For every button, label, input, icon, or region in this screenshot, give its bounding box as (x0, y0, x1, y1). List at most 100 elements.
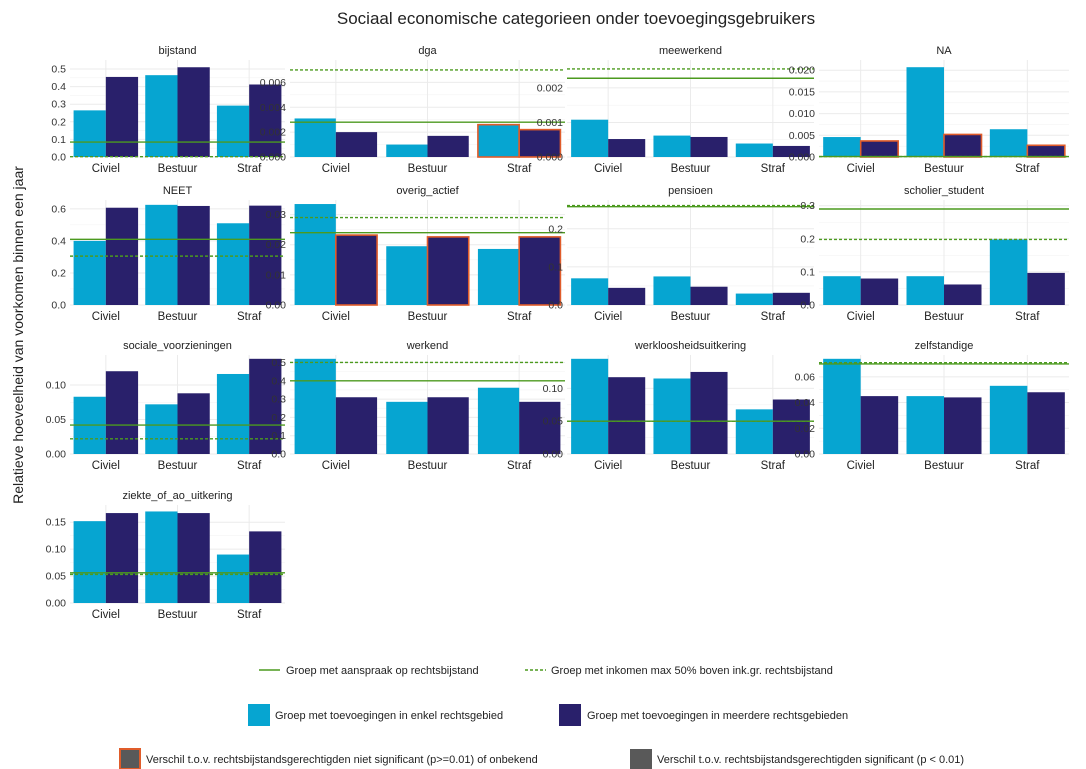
legend-single-label: Groep met toevoegingen in enkel rechtsge… (275, 710, 503, 722)
y-tick-label: 0.05 (543, 416, 564, 428)
legend-not-significant-swatch (119, 748, 141, 769)
bar-single-straf (989, 385, 1028, 454)
bar-single-bestuur (906, 276, 944, 305)
x-tick-label: Civiel (847, 163, 875, 175)
x-tick-label: Civiel (92, 163, 120, 175)
y-tick-label: 0.1 (51, 134, 66, 146)
x-tick-label: Civiel (594, 460, 622, 472)
x-tick-label: Civiel (594, 311, 622, 323)
x-tick-label: Bestuur (408, 311, 448, 323)
y-tick-label: 0.002 (537, 82, 563, 94)
bar-single-straf (216, 105, 250, 157)
bar-single-straf (735, 293, 773, 305)
panel-bijstand: bijstand 0.0 0.1 0.2 0.3 0.4 0.5 Civiel Bestuur S… (51, 45, 285, 175)
y-tick-label: 0.020 (789, 65, 815, 77)
y-tick-label: 0.005 (789, 130, 815, 142)
x-tick-label: Straf (237, 311, 262, 323)
legend-groups: Groep met toevoegingen in enkel rechtsge… (248, 704, 848, 726)
panel-sociale_voorzieningen: sociale_voorzieningen 0.00 0.05 0.10 Civiel B… (46, 340, 285, 472)
legend-multiple-label: Groep met toevoegingen in meerdere recht… (587, 710, 848, 722)
y-tick-label: 0.05 (46, 414, 67, 426)
x-tick-label: Bestuur (924, 460, 964, 472)
panel-overig_actief: overig_actief 0.00 0.01 0.02 0.03 Civiel Bestu… (266, 185, 565, 323)
legend-multiple-swatch (559, 704, 581, 726)
y-tick-label: 0.4 (271, 375, 286, 387)
bar-single-civiel (823, 358, 861, 454)
x-tick-label: Civiel (322, 311, 350, 323)
bar-single-straf (989, 129, 1028, 157)
panel-NEET: NEET 0.0 0.2 0.4 0.6 Civiel Bestuur Straf (51, 185, 285, 323)
y-tick-label: 0.00 (266, 300, 287, 312)
x-tick-label: Civiel (92, 460, 120, 472)
bar-single-civiel (73, 110, 106, 157)
panel-meewerkend: meewerkend 0.000 0.001 0.002 Civiel Bestuur St… (537, 45, 814, 175)
bar-multiple-bestuur (944, 284, 982, 305)
panel-title: sociale_voorzieningen (123, 340, 232, 352)
bar-multiple-straf (1026, 144, 1066, 158)
bar-multiple-civiel (860, 278, 899, 305)
y-tick-label: 0.2 (51, 116, 66, 128)
bar-multiple-bestuur (427, 397, 469, 454)
bar-multiple-civiel (859, 140, 899, 158)
y-tick-label: 0.2 (51, 267, 66, 279)
x-tick-label: Bestuur (158, 311, 198, 323)
legend-significance: Verschil t.o.v. rechtsbijstandsgerechtig… (119, 748, 964, 769)
y-tick-label: 0.1 (800, 266, 815, 278)
y-tick-label: 0.05 (46, 571, 67, 583)
y-tick-label: 0.00 (46, 449, 67, 461)
bar-multiple-civiel (608, 377, 646, 454)
bar-multiple-civiel (335, 397, 378, 454)
panel-dga: dga 0.000 0.002 0.004 0.006 Civiel Bestuur Stra… (260, 45, 565, 175)
y-tick-label: 0.3 (800, 200, 815, 212)
y-tick-label: 0.006 (260, 77, 286, 89)
bar-multiple-civiel (105, 371, 139, 454)
bar-single-straf (735, 409, 773, 454)
y-tick-label: 0.015 (789, 86, 815, 98)
bar-single-civiel (73, 521, 106, 603)
bar-single-civiel (823, 137, 861, 157)
y-tick-label: 0.004 (260, 102, 286, 114)
bar-multiple-straf (1027, 272, 1065, 305)
y-tick-label: 0.06 (795, 371, 816, 383)
facet-panels: bijstand 0.0 0.1 0.2 0.3 0.4 0.5 Civiel Bestuur S… (46, 45, 1069, 621)
panel-title: meewerkend (659, 45, 722, 57)
bar-multiple-straf (518, 236, 562, 306)
bar-single-bestuur (386, 246, 428, 305)
x-tick-label: Straf (761, 460, 786, 472)
bar-single-bestuur (145, 75, 178, 157)
y-axis-label: Relatieve hoeveelheid van voorkomen binn… (10, 166, 26, 504)
bar-multiple-straf (772, 145, 810, 157)
bar-multiple-civiel (105, 513, 139, 603)
legend-single-swatch (248, 704, 270, 726)
y-tick-label: 0.4 (51, 235, 66, 247)
panel-title: pensioen (668, 185, 713, 197)
bar-single-straf (477, 387, 520, 454)
bar-multiple-straf (249, 205, 282, 305)
panel-werkend: werkend 0.0 0.1 0.2 0.3 0.4 0.5 Civiel Bestuur St… (271, 340, 565, 472)
y-tick-label: 0.00 (46, 598, 67, 610)
bar-multiple-straf (772, 399, 810, 454)
bar-single-bestuur (653, 135, 691, 157)
bar-single-bestuur (653, 276, 691, 305)
y-tick-label: 0.01 (266, 269, 287, 281)
y-tick-label: 0.10 (46, 380, 67, 392)
bar-single-civiel (571, 119, 609, 157)
bar-multiple-bestuur (427, 135, 469, 157)
bar-single-bestuur (145, 204, 178, 305)
y-tick-label: 0.2 (271, 412, 286, 424)
legend-solid-line-label: Groep met aanspraak op rechtsbijstand (286, 665, 479, 677)
bar-single-bestuur (145, 511, 178, 603)
y-tick-label: 0.6 (51, 203, 66, 215)
y-tick-label: 0.1 (271, 430, 286, 442)
y-tick-label: 0.5 (271, 357, 286, 369)
x-tick-label: Straf (237, 460, 262, 472)
panel-zelfstandige: zelfstandige 0.00 0.02 0.04 0.06 Civiel Bestuu… (795, 340, 1069, 472)
x-tick-label: Civiel (322, 163, 350, 175)
bar-multiple-bestuur (177, 67, 210, 157)
panel-title: werkend (406, 340, 449, 352)
x-tick-label: Straf (507, 311, 532, 323)
panel-title: NA (936, 45, 952, 57)
bar-multiple-straf (772, 292, 810, 305)
y-tick-label: 0.000 (789, 152, 815, 164)
y-tick-label: 0.0 (548, 300, 563, 312)
